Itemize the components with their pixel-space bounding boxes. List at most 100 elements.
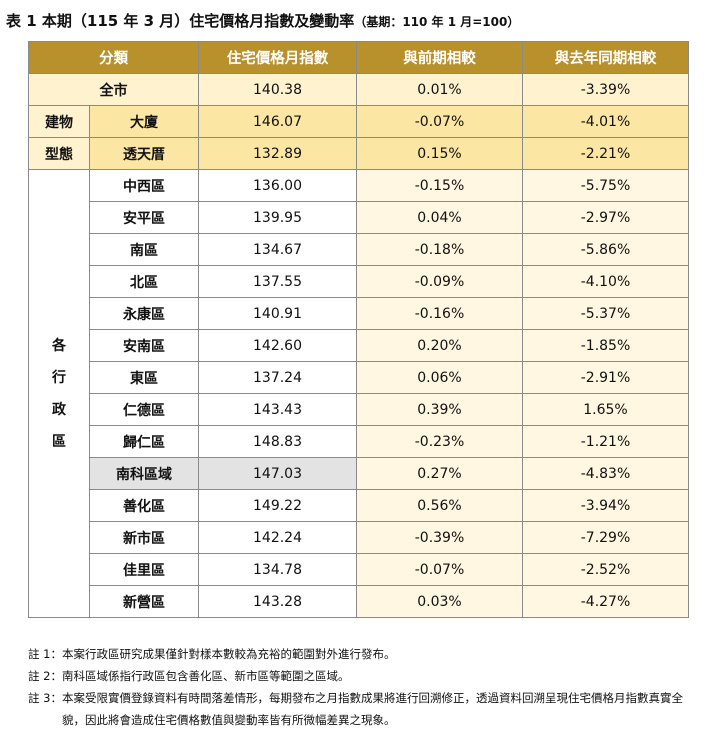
row-label: 安南區 [89, 329, 199, 362]
price-index-table: 分類 住宅價格月指數 與前期相較 與去年同期相較 全市 140.38 0.01%… [28, 41, 689, 618]
footnote-key: 註 1： [28, 647, 62, 661]
cell-index: 137.24 [198, 361, 357, 394]
cell-mom: -0.09% [356, 265, 523, 298]
cell-mom: -0.15% [356, 169, 523, 202]
table-row-district: 善化區 149.22 0.56% -3.94% [29, 489, 689, 522]
cell-yoy: -3.39% [522, 73, 689, 106]
table-row-district: 安南區 142.60 0.20% -1.85% [29, 329, 689, 362]
cell-mom: -0.07% [356, 105, 523, 138]
table-row-district: 北區 137.55 -0.09% -4.10% [29, 265, 689, 298]
footnote: 註 2： 南科區域係指行政區包含善化區、新市區等範圍之區域。 [28, 665, 698, 687]
cell-yoy: -4.01% [522, 105, 689, 138]
table-row-district: 東區 137.24 0.06% -2.91% [29, 361, 689, 394]
cell-mom: 0.20% [356, 329, 523, 362]
cell-mom: 0.03% [356, 585, 523, 618]
cell-yoy: -3.94% [522, 489, 689, 522]
cell-yoy: -4.83% [522, 457, 689, 490]
footnote-key: 註 3： [28, 691, 62, 705]
cell-mom: 0.39% [356, 393, 523, 426]
row-label: 南區 [89, 233, 199, 266]
row-label: 北區 [89, 265, 199, 298]
row-label: 永康區 [89, 297, 199, 330]
row-label: 透天厝 [89, 137, 199, 170]
table-row-district: 新市區 142.24 -0.39% -7.29% [29, 521, 689, 554]
row-label: 東區 [89, 361, 199, 394]
cell-mom: -0.07% [356, 553, 523, 586]
cell-index: 147.03 [198, 457, 357, 490]
table-row-district: 仁德區 143.43 0.39% 1.65% [29, 393, 689, 426]
cell-index: 143.28 [198, 585, 357, 618]
cell-index: 146.07 [198, 105, 357, 138]
cell-yoy: -4.10% [522, 265, 689, 298]
cell-index: 140.38 [198, 73, 357, 106]
cell-mom: 0.04% [356, 201, 523, 234]
cell-mom: 0.15% [356, 137, 523, 170]
row-label: 中西區 [89, 169, 199, 202]
group-char: 政 [52, 401, 66, 418]
header-index: 住宅價格月指數 [198, 41, 357, 74]
header-yoy: 與去年同期相較 [522, 41, 689, 74]
table-row-district: 南區 134.67 -0.18% -5.86% [29, 233, 689, 266]
cell-yoy: -1.21% [522, 425, 689, 458]
table-row-district: 歸仁區 148.83 -0.23% -1.21% [29, 425, 689, 458]
row-label: 大廈 [89, 105, 199, 138]
cell-mom: 0.01% [356, 73, 523, 106]
cell-yoy: -1.85% [522, 329, 689, 362]
row-label: 仁德區 [89, 393, 199, 426]
row-label: 安平區 [89, 201, 199, 234]
footnote-text: 南科區域係指行政區包含善化區、新市區等範圍之區域。 [61, 669, 350, 683]
cell-yoy: 1.65% [522, 393, 689, 426]
cell-mom: 0.06% [356, 361, 523, 394]
cell-index: 142.60 [198, 329, 357, 362]
cell-yoy: -5.75% [522, 169, 689, 202]
row-label: 善化區 [89, 489, 199, 522]
group-char: 區 [52, 433, 66, 450]
cell-yoy: -2.91% [522, 361, 689, 394]
table-row-district: 各 行 政 區 中西區 136.00 -0.15% -5.75% [28, 169, 689, 618]
footnotes: 註 1： 本案行政區研究成果僅針對樣本數較為充裕的範圍對外進行發布。 註 2： … [28, 643, 698, 731]
cell-index: 134.78 [198, 553, 357, 586]
cell-mom: 0.27% [356, 457, 523, 490]
group-label-building-2: 型態 [28, 137, 90, 170]
table-row-district: 安平區 139.95 0.04% -2.97% [29, 201, 689, 234]
group-label-district: 各 行 政 區 [28, 169, 90, 618]
row-label: 歸仁區 [89, 425, 199, 458]
cell-yoy: -2.52% [522, 553, 689, 586]
group-char: 各 [52, 337, 66, 354]
table-row-district: 佳里區 134.78 -0.07% -2.52% [29, 553, 689, 586]
header-mom: 與前期相較 [356, 41, 523, 74]
cell-mom: 0.56% [356, 489, 523, 522]
cell-index: 149.22 [198, 489, 357, 522]
footnote-text: 本案行政區研究成果僅針對樣本數較為充裕的範圍對外進行發布。 [61, 647, 396, 661]
cell-index: 142.24 [198, 521, 357, 554]
cell-yoy: -5.86% [522, 233, 689, 266]
cell-yoy: -7.29% [522, 521, 689, 554]
cell-yoy: -2.21% [522, 137, 689, 170]
row-label: 南科區域 [89, 457, 199, 490]
cell-index: 134.67 [198, 233, 357, 266]
table-row-district: 永康區 140.91 -0.16% -5.37% [29, 297, 689, 330]
table-row-district-highlight: 南科區域 147.03 0.27% -4.83% [29, 457, 689, 490]
cell-yoy: -5.37% [522, 297, 689, 330]
row-label: 新營區 [89, 585, 199, 618]
table-row-all: 全市 140.38 0.01% -3.39% [28, 73, 689, 106]
cell-index: 139.95 [198, 201, 357, 234]
footnote-text: 本案受限實價登錄資料有時間落差情形，每期發布之月指數成果將進行回溯修正，透過資料… [61, 691, 683, 727]
cell-yoy: -4.27% [522, 585, 689, 618]
header-row: 分類 住宅價格月指數 與前期相較 與去年同期相較 [28, 41, 689, 74]
cell-mom: -0.23% [356, 425, 523, 458]
header-category: 分類 [28, 41, 199, 74]
cell-index: 143.43 [198, 393, 357, 426]
row-label: 全市 [28, 73, 199, 106]
cell-index: 148.83 [198, 425, 357, 458]
cell-mom: -0.39% [356, 521, 523, 554]
title-main: 表 1 本期（115 年 3 月）住宅價格月指數及變動率 [6, 12, 355, 30]
footnote: 註 1： 本案行政區研究成果僅針對樣本數較為充裕的範圍對外進行發布。 [28, 643, 698, 665]
cell-index: 140.91 [198, 297, 357, 330]
cell-mom: -0.18% [356, 233, 523, 266]
row-label: 新市區 [89, 521, 199, 554]
cell-index: 137.55 [198, 265, 357, 298]
page-title: 表 1 本期（115 年 3 月）住宅價格月指數及變動率（基期：110 年 1 … [6, 10, 519, 31]
group-char: 行 [52, 369, 66, 386]
cell-index: 132.89 [198, 137, 357, 170]
